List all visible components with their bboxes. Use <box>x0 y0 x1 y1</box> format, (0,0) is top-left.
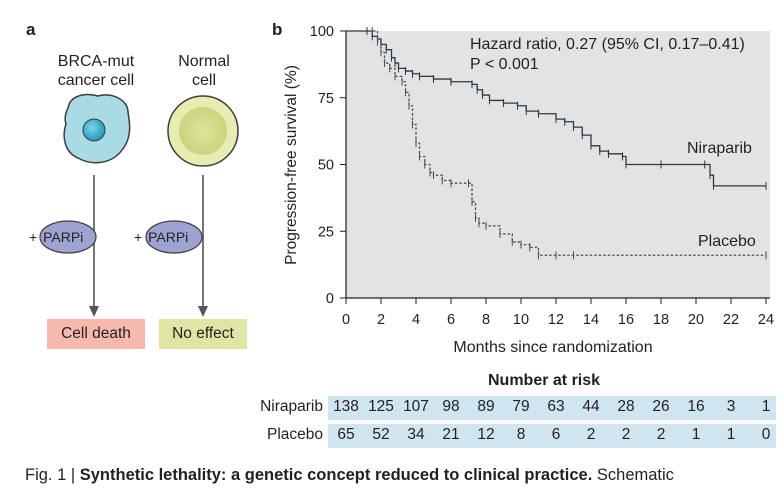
risk-label-placebo: Placebo <box>266 426 323 443</box>
parpi-oval-1-icon <box>39 220 97 254</box>
risk-cell-placebo: 34 <box>407 426 425 443</box>
risk-cell-niraparib: 1 <box>761 398 771 415</box>
risk-cell-niraparib: 44 <box>582 398 600 415</box>
x-axis-label: Months since randomization <box>453 339 652 356</box>
series-label-placebo: Placebo <box>698 233 756 250</box>
cancer-arrow-head-icon <box>89 306 99 317</box>
normal-nucleus-icon <box>179 107 227 155</box>
panel-a-letter: a <box>26 20 36 39</box>
no-effect-box: No effect <box>159 319 247 349</box>
risk-row-niraparib-bg <box>328 396 776 420</box>
x-tick-label: 16 <box>618 312 634 328</box>
y-tick-label: 25 <box>318 224 334 240</box>
x-tick-label: 18 <box>653 312 669 328</box>
x-tick-label: 4 <box>412 312 420 328</box>
hazard-ratio-annotation: Hazard ratio, 0.27 (95% CI, 0.17–0.41) <box>470 36 745 53</box>
x-tick-label: 20 <box>688 312 704 328</box>
drug-label-1: + PARPi <box>29 229 84 245</box>
x-tick-label: 2 <box>377 312 385 328</box>
risk-cell-placebo: 12 <box>477 426 495 443</box>
x-tick-label: 24 <box>758 312 774 328</box>
x-tick-label: 12 <box>548 312 564 328</box>
y-tick-label: 50 <box>318 158 334 174</box>
risk-cell-placebo: 2 <box>621 426 631 443</box>
risk-cell-niraparib: 79 <box>512 398 530 415</box>
risk-cell-placebo: 21 <box>442 426 460 443</box>
risk-cell-niraparib: 125 <box>368 398 394 415</box>
risk-cell-placebo: 1 <box>691 426 701 443</box>
series-label-niraparib: Niraparib <box>687 140 752 157</box>
y-axis-label: Progression-free survival (%) <box>283 65 300 265</box>
x-tick-label: 8 <box>482 312 490 328</box>
risk-cell-placebo: 52 <box>372 426 390 443</box>
risk-table-title: Number at risk <box>488 372 601 389</box>
risk-cell-niraparib: 3 <box>726 398 736 415</box>
risk-cell-placebo: 0 <box>761 426 771 443</box>
parpi-oval-2-icon <box>145 220 203 254</box>
risk-cell-placebo: 2 <box>586 426 596 443</box>
risk-cell-placebo: 1 <box>726 426 736 443</box>
x-tick-label: 0 <box>342 312 350 328</box>
risk-cell-niraparib: 138 <box>333 398 359 415</box>
risk-cell-niraparib: 16 <box>687 398 705 415</box>
cancer-cell-label: BRCA-mut cancer cell <box>57 53 135 89</box>
drug-label-2: + PARPi <box>134 229 189 245</box>
risk-cell-placebo: 65 <box>337 426 355 443</box>
x-tick-label: 14 <box>583 312 599 328</box>
risk-cell-niraparib: 26 <box>652 398 670 415</box>
y-tick-label: 75 <box>318 91 334 107</box>
x-tick-label: 6 <box>447 312 455 328</box>
y-tick-label: 0 <box>326 291 334 307</box>
y-tick-label: 100 <box>310 24 334 40</box>
x-tick-label: 22 <box>723 312 739 328</box>
normal-cell-label: Normal cell <box>178 53 230 89</box>
x-tick-label: 10 <box>513 312 529 328</box>
cell-death-box: Cell death <box>47 319 145 349</box>
cancer-nucleus-icon <box>82 118 106 142</box>
chart-series <box>346 27 767 260</box>
risk-cell-niraparib: 107 <box>403 398 429 415</box>
risk-cell-placebo: 6 <box>551 426 561 443</box>
risk-cell-placebo: 2 <box>656 426 666 443</box>
risk-cell-niraparib: 28 <box>617 398 635 415</box>
risk-cell-niraparib: 98 <box>442 398 460 415</box>
risk-cell-niraparib: 89 <box>477 398 495 415</box>
p-value-annotation: P < 0.001 <box>470 56 539 73</box>
panel-b-letter: b <box>272 20 283 39</box>
risk-cell-niraparib: 63 <box>547 398 565 415</box>
risk-row-placebo-bg <box>328 424 776 448</box>
figure-caption: Fig. 1 | Synthetic lethality: a genetic … <box>25 466 674 484</box>
risk-label-niraparib: Niraparib <box>260 398 323 415</box>
risk-cell-placebo: 8 <box>516 426 526 443</box>
normal-arrow-head-icon <box>198 306 208 317</box>
